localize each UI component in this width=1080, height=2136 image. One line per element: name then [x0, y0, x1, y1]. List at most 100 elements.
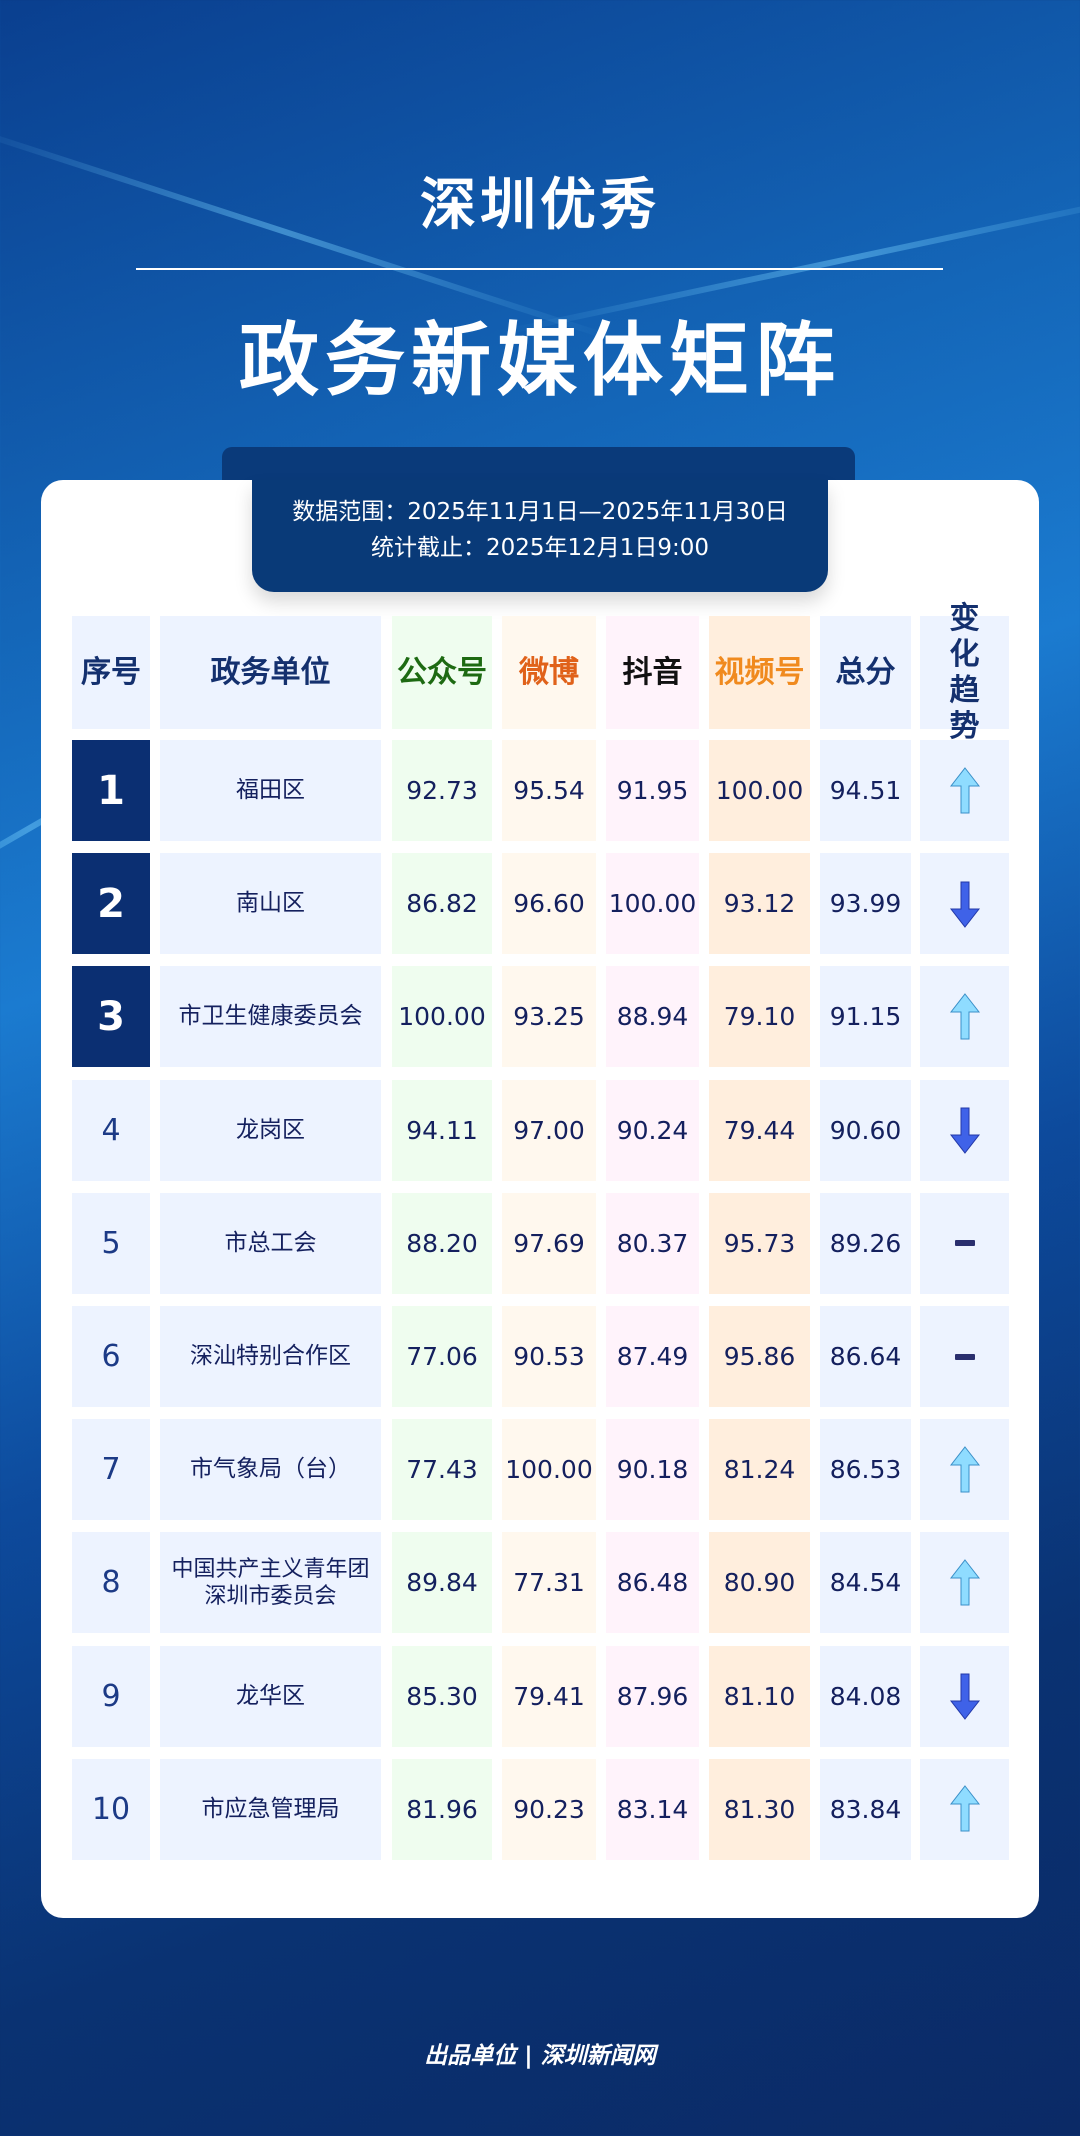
douyin-cell: 91.95: [606, 740, 699, 841]
total-cell: 83.84: [820, 1758, 911, 1860]
douyin-cell: 90.24: [606, 1079, 699, 1181]
weibo-cell: 90.23: [502, 1758, 596, 1860]
dash-icon: [954, 1353, 975, 1360]
douyin-cell: 80.37: [606, 1192, 699, 1294]
shipinhao-cell: 80.90: [709, 1532, 810, 1634]
unit-cell: 市气象局（台）: [160, 1419, 381, 1521]
dash-icon: [954, 1240, 975, 1247]
unit-cell: 深汕特别合作区: [160, 1306, 381, 1407]
gongzhonghao-cell: 100.00: [392, 966, 492, 1068]
weibo-cell: 96.60: [502, 853, 596, 955]
gongzhonghao-cell: 92.73: [392, 740, 492, 841]
arrow-up-icon: [949, 1559, 980, 1606]
header-gongzhonghao: 公众号: [392, 616, 492, 729]
date-range: 数据范围：2025年11月1日—2025年11月30日: [292, 499, 788, 525]
shipinhao-cell: 100.00: [709, 740, 810, 841]
arrow-up-icon: [949, 993, 980, 1040]
weibo-cell: 90.53: [502, 1306, 596, 1407]
weibo-cell: 77.31: [502, 1532, 596, 1634]
trend-cell: [920, 1192, 1009, 1294]
shipinhao-cell: 95.73: [709, 1192, 810, 1294]
trend-cell: [920, 1645, 1009, 1747]
total-cell: 86.64: [820, 1306, 911, 1407]
douyin-cell: 90.18: [606, 1419, 699, 1521]
header-rank: 序号: [72, 616, 150, 729]
unit-cell: 市应急管理局: [160, 1758, 381, 1860]
arrow-down-icon: [949, 881, 980, 928]
douyin-cell: 86.48: [606, 1532, 699, 1634]
weibo-cell: 79.41: [502, 1645, 596, 1747]
rank-cell: 1: [72, 740, 150, 841]
shipinhao-cell: 93.12: [709, 853, 810, 955]
trend-cell: [920, 966, 1009, 1068]
arrow-up-icon: [949, 1785, 980, 1832]
douyin-cell: 100.00: [606, 853, 699, 955]
gongzhonghao-cell: 81.96: [392, 1758, 492, 1860]
footer-credit: 出品单位 | 深圳新闻网: [424, 2043, 656, 2069]
arrow-down-icon: [949, 1673, 980, 1720]
weibo-cell: 93.25: [502, 966, 596, 1068]
gongzhonghao-cell: 94.11: [392, 1079, 492, 1181]
trend-cell: [920, 1079, 1009, 1181]
unit-cell: 市卫生健康委员会: [160, 966, 381, 1068]
unit-cell: 市总工会: [160, 1192, 381, 1294]
total-cell: 84.54: [820, 1532, 911, 1634]
header-total: 总分: [820, 616, 911, 729]
arrow-up-icon: [949, 1445, 980, 1493]
total-cell: 86.53: [820, 1419, 911, 1521]
gongzhonghao-cell: 85.30: [392, 1645, 492, 1747]
douyin-cell: 83.14: [606, 1758, 699, 1860]
shipinhao-cell: 81.24: [709, 1419, 810, 1521]
rank-cell: 2: [72, 853, 150, 955]
gongzhonghao-cell: 77.43: [392, 1419, 492, 1521]
arrow-down-icon: [949, 1107, 980, 1154]
shipinhao-cell: 81.10: [709, 1645, 810, 1747]
total-cell: 89.26: [820, 1192, 911, 1294]
total-cell: 93.99: [820, 853, 911, 955]
stat-cutoff: 统计截止：2025年12月1日9:00: [370, 535, 710, 561]
trend-cell: [920, 1532, 1009, 1634]
header-douyin: 抖音: [606, 616, 699, 729]
title-line-1: 深圳优秀: [420, 173, 660, 238]
header-unit: 政务单位: [160, 616, 381, 729]
trend-cell: [920, 1758, 1009, 1860]
rank-cell: 4: [72, 1079, 150, 1181]
trend-cell: [920, 1419, 1009, 1521]
date-info-box: 数据范围：2025年11月1日—2025年11月30日 统计截止：2025年12…: [252, 480, 828, 592]
shipinhao-cell: 79.44: [709, 1079, 810, 1181]
total-cell: 94.51: [820, 740, 911, 841]
title-line-2: 政务新媒体矩阵: [239, 314, 841, 407]
rank-cell: 7: [72, 1419, 150, 1521]
gongzhonghao-cell: 86.82: [392, 853, 492, 955]
trend-cell: [920, 853, 1009, 955]
gongzhonghao-cell: 89.84: [392, 1532, 492, 1634]
total-cell: 91.15: [820, 966, 911, 1068]
shipinhao-cell: 81.30: [709, 1758, 810, 1860]
gongzhonghao-cell: 88.20: [392, 1192, 492, 1294]
douyin-cell: 87.96: [606, 1645, 699, 1747]
weibo-cell: 100.00: [502, 1419, 596, 1521]
unit-cell: 龙岗区: [160, 1079, 381, 1181]
total-cell: 90.60: [820, 1079, 911, 1181]
rank-cell: 6: [72, 1306, 150, 1407]
unit-cell: 中国共产主义青年团 深圳市委员会: [160, 1532, 381, 1634]
header-weibo: 微博: [502, 616, 596, 729]
trend-cell: [920, 1306, 1009, 1407]
unit-cell: 龙华区: [160, 1645, 381, 1747]
unit-cell: 南山区: [160, 853, 381, 955]
weibo-cell: 95.54: [502, 740, 596, 841]
total-cell: 84.08: [820, 1645, 911, 1747]
rank-cell: 3: [72, 966, 150, 1068]
header-shipinhao: 视频号: [709, 616, 810, 729]
weibo-cell: 97.69: [502, 1192, 596, 1294]
weibo-cell: 97.00: [502, 1079, 596, 1181]
shipinhao-cell: 79.10: [709, 966, 810, 1068]
header-trend: 变化趋势: [920, 601, 1009, 744]
rank-cell: 5: [72, 1192, 150, 1294]
unit-cell: 福田区: [160, 740, 381, 841]
rank-cell: 8: [72, 1532, 150, 1634]
arrow-up-icon: [949, 766, 980, 813]
shipinhao-cell: 95.86: [709, 1306, 810, 1407]
rank-cell: 9: [72, 1645, 150, 1747]
trend-cell: [920, 740, 1009, 841]
